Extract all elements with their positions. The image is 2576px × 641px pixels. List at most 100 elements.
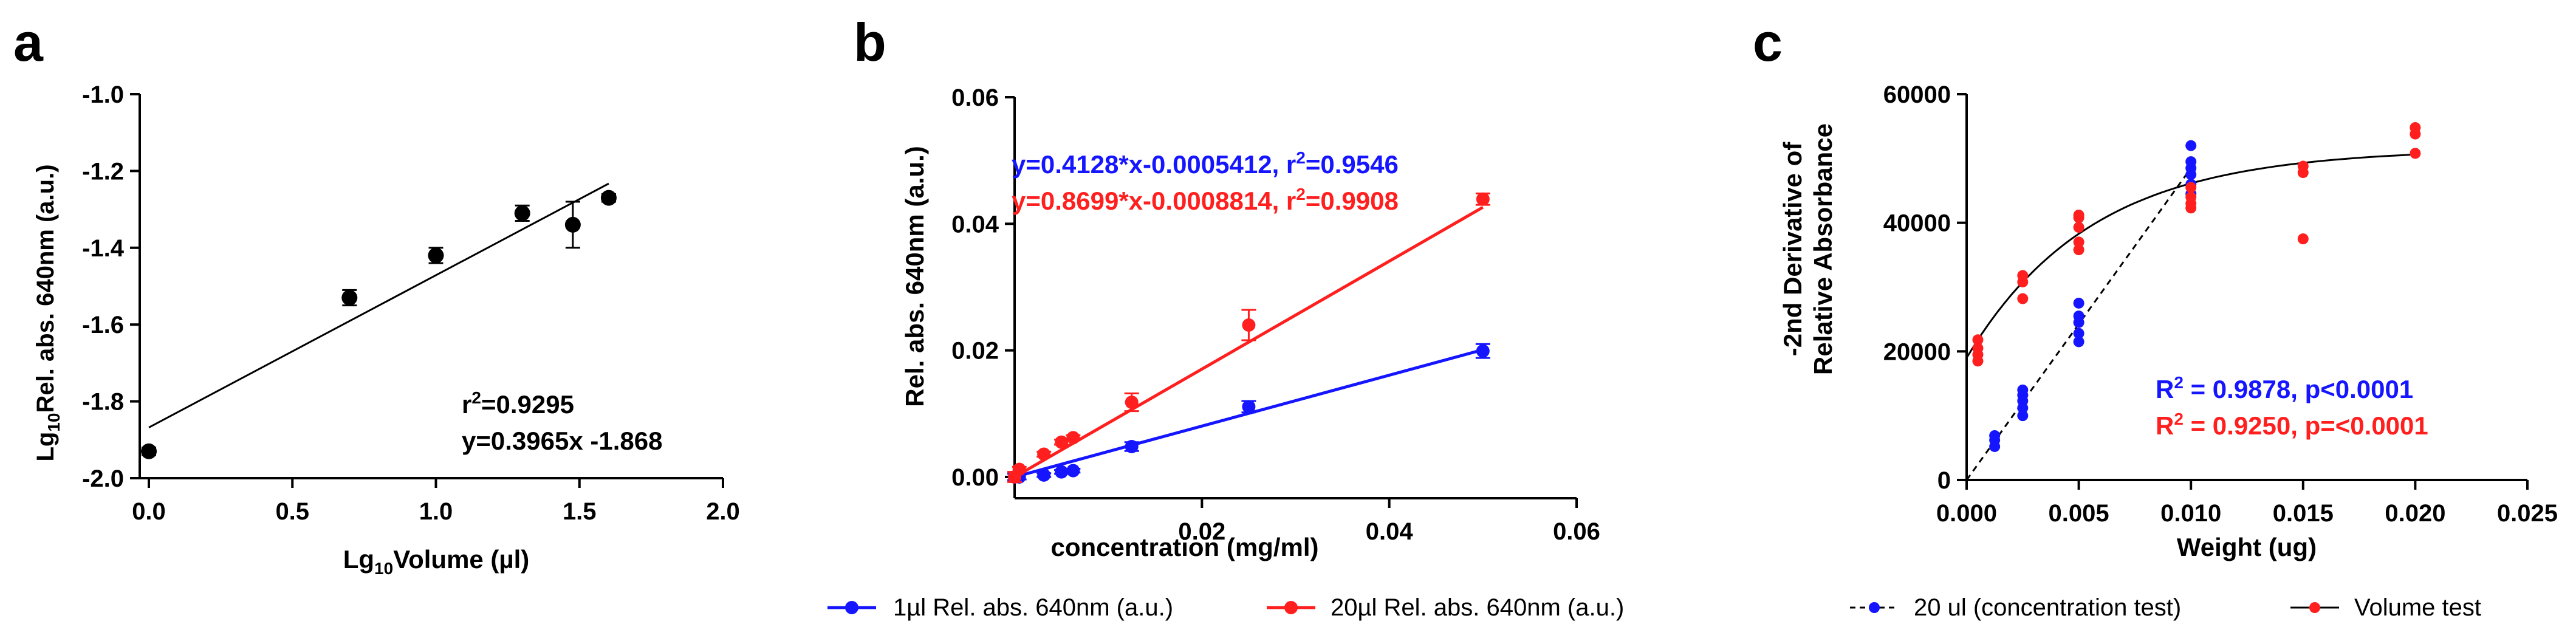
panel-b-blue-fit-annotation: y=0.4128*x-0.0005412, r2=0.9546: [1012, 148, 1399, 179]
panel-b-y-tick-label: 0.00: [951, 464, 999, 491]
panel-a-y-tick-label: -2.0: [82, 465, 124, 492]
panel-a-fit-line: [148, 182, 609, 428]
panel-b-blue-point: [1242, 400, 1256, 414]
panel-a: a -2.0 -1.8 -1.6 -1.4 -1.2 -1.0 0.0 0.5 1.0 1.5 2.…: [13, 12, 740, 578]
panel-a-y-tick-label: -1.6: [82, 312, 124, 338]
panel-a-regression-line: [148, 182, 609, 428]
panel-a-x-tick-label: 0.5: [275, 498, 309, 525]
legend-b-blue-label: 1µl Rel. abs. 640nm (a.u.): [893, 594, 1173, 621]
panel-b-blue-point: [1066, 464, 1080, 478]
panel-c-red-point: [2410, 122, 2421, 134]
panel-c-y-tick-label: 20000: [1883, 338, 1951, 365]
panel-c-blue-annotation: R2 = 0.9878, p<0.0001: [2156, 373, 2413, 403]
panel-b-fit-lines: [1013, 205, 1484, 479]
panel-b-red-point: [1242, 318, 1256, 332]
panel-b-red-point: [1012, 462, 1026, 476]
panel-b-xlabel: concentration (mg/ml): [1050, 533, 1318, 561]
panel-a-points: [141, 190, 617, 459]
panel-c-red-point: [2017, 270, 2029, 281]
panel-c-x-tick-label: 0.005: [2049, 500, 2109, 527]
panel-a-xlabel: Lg10Volume (µl): [343, 545, 530, 578]
panel-a-letter: a: [13, 12, 44, 72]
panel-a-point: [141, 443, 157, 459]
panel-a-axes: -2.0 -1.8 -1.6 -1.4 -1.2 -1.0 0.0 0.5 1.0 1.5 2.0: [82, 81, 740, 525]
legend-c-blue-marker: [1869, 602, 1880, 613]
panel-c-red-point: [2073, 236, 2084, 248]
panel-b-ylabel: Rel. abs. 640nm (a.u.): [900, 146, 929, 406]
panel-a-point: [514, 205, 530, 221]
panel-a-x-tick-label: 2.0: [706, 498, 740, 525]
panel-b-y-tick-label: 0.06: [951, 84, 999, 111]
panel-a-point: [341, 289, 358, 306]
panel-b-red-point: [1037, 447, 1051, 461]
panel-a-point: [428, 247, 444, 264]
panel-a-r2-annotation: r2=0.9295: [462, 388, 574, 419]
panel-a-x-tick-label: 1.0: [419, 498, 453, 525]
panel-b-points: [1007, 192, 1490, 484]
panel-c-red-point: [2185, 191, 2197, 203]
panel-c-blue-point: [2073, 297, 2084, 309]
panel-c-axes: 0 20000 40000 60000 0.000 0.005 0.010 0.015 0.02…: [1883, 81, 2558, 527]
panel-c-ylabel-line2: Relative Absorbance: [1809, 123, 1837, 375]
panel-c-ylabel-line1: -2nd Derivative of: [1778, 142, 1807, 356]
panel-c-blue-point: [2073, 310, 2084, 322]
panel-c-legend: 20 ul (concentration test) Volume test: [1850, 594, 2481, 621]
panel-a-equation-annotation: y=0.3965x -1.868: [462, 427, 662, 455]
panel-c-red-point: [1972, 343, 1984, 354]
panel-c-blue-point: [2073, 327, 2084, 339]
panel-c-points: [1972, 122, 2421, 452]
panel-c-red-point: [2297, 233, 2309, 245]
panel-a-y-tick-label: -1.4: [82, 235, 125, 262]
panel-c: c 0 20000 40000 60000 0.000 0.005 0.010 0.015 0.…: [1753, 12, 2558, 621]
panel-a-y-tick-label: -1.8: [82, 389, 124, 416]
panel-c-red-point: [2073, 222, 2084, 233]
panel-b-axes: 0.00 0.02 0.04 0.06 0.02 0.04 0.06: [951, 84, 1600, 545]
legend-c-red-marker: [2309, 602, 2320, 613]
panel-c-dashed-fit-line: [1965, 167, 2192, 481]
panel-b-x-tick-label: 0.02: [1178, 518, 1225, 545]
panel-a-x-tick-label: 0.0: [132, 498, 166, 525]
panel-b-red-point: [1476, 192, 1490, 206]
panel-b-x-tick-label: 0.06: [1553, 518, 1600, 545]
panel-c-blue-point: [2017, 410, 2029, 422]
panel-b-red-point: [1125, 396, 1139, 410]
panel-c-red-annotation: R2 = 0.9250, p=<0.0001: [2156, 410, 2428, 440]
panel-b-y-tick-label: 0.02: [951, 338, 999, 365]
panel-a-point: [600, 190, 617, 206]
panel-b-fit-line-red: [1013, 205, 1484, 479]
panel-b-red-fit-annotation: y=0.8699*x-0.0008814, r2=0.9908: [1012, 185, 1399, 215]
panel-a-y-tick-label: -1.0: [82, 81, 124, 108]
panel-c-x-tick-label: 0.010: [2160, 500, 2221, 527]
panel-c-blue-point: [1989, 430, 2001, 441]
panel-b-red-point: [1055, 435, 1069, 449]
legend-b-blue-marker: [845, 601, 858, 614]
panel-b-y-tick-label: 0.04: [951, 211, 999, 238]
panel-b-blue-point: [1125, 440, 1139, 453]
panel-c-blue-point: [2017, 384, 2029, 396]
panel-c-letter: c: [1753, 12, 1783, 72]
panel-a-point: [564, 216, 581, 233]
panel-b-letter: b: [854, 12, 886, 72]
panel-c-red-point: [2297, 160, 2309, 172]
panel-c-red-point: [2410, 148, 2421, 159]
panel-a-x-tick-label: 1.5: [563, 498, 597, 525]
panel-c-y-tick-label: 0: [1937, 467, 1951, 494]
panel-c-blue-point: [2185, 156, 2197, 168]
panel-c-y-tick-label: 60000: [1883, 81, 1951, 108]
legend-c-blue-label: 20 ul (concentration test): [1914, 594, 2181, 621]
panel-c-x-tick-label: 0.000: [1936, 500, 1997, 527]
panel-c-red-point: [1972, 334, 1984, 346]
panel-b-blue-point: [1037, 468, 1051, 482]
panel-c-red-point: [2073, 244, 2084, 256]
panel-c-y-tick-label: 40000: [1883, 210, 1951, 237]
panel-a-ylabel: Lg10Rel. abs. 640nm (a.u.): [32, 164, 63, 461]
panel-c-blue-point: [2185, 140, 2197, 151]
panel-b-red-point: [1066, 431, 1080, 445]
panel-c-red-point: [2017, 293, 2029, 304]
legend-b-red-label: 20µl Rel. abs. 640nm (a.u.): [1331, 594, 1624, 621]
panel-c-x-tick-label: 0.015: [2273, 500, 2334, 527]
panel-b-x-tick-label: 0.04: [1366, 518, 1414, 545]
panel-a-y-tick-label: -1.2: [82, 158, 124, 185]
panel-b-blue-point: [1476, 344, 1490, 358]
